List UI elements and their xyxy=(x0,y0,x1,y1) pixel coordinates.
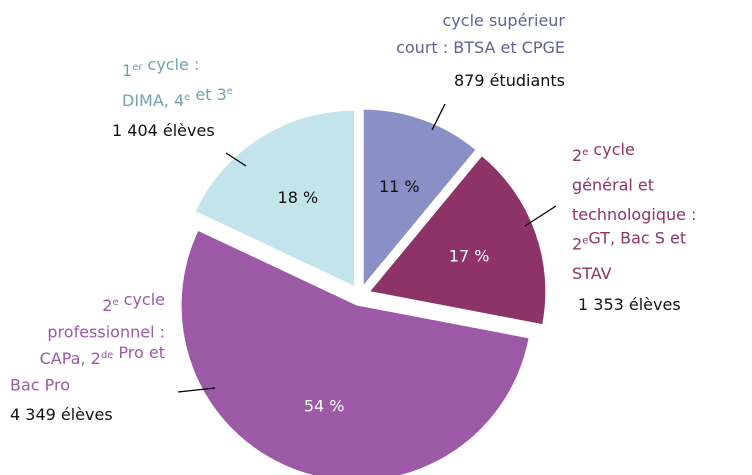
label-text: et 3 xyxy=(190,85,226,104)
label-superscript: e xyxy=(227,86,233,97)
label-line: DIMA, 4e et 3e xyxy=(122,85,233,110)
label-text: cycle xyxy=(588,140,634,159)
label-text: 2 xyxy=(572,235,582,254)
label-superscript: e xyxy=(582,147,588,158)
category-label: 2e cycle professionnel : CAPa, 2de Pro et B… xyxy=(10,290,165,395)
leader-line xyxy=(177,387,216,393)
count-label: 4 349 élèves xyxy=(10,405,113,424)
label-text: court : BTSA et CPGE xyxy=(396,38,565,57)
label-text: cycle : xyxy=(142,55,199,74)
label-superscript: e xyxy=(582,236,588,247)
label-line: 2e cycle xyxy=(102,290,165,315)
value-label: 17 % xyxy=(449,247,490,266)
label-line: 2e cycle xyxy=(572,140,635,165)
label-line: court : BTSA et CPGE xyxy=(396,38,565,57)
label-superscript: e xyxy=(184,92,190,103)
label-line: technologique : xyxy=(572,205,696,224)
label-text: Bac Pro xyxy=(10,376,70,395)
label-line: général et xyxy=(572,176,654,195)
label-text: Pro et xyxy=(113,343,165,362)
label-line: 1er cycle : xyxy=(122,55,199,80)
label-text: professionnel : xyxy=(47,323,165,342)
value-label: 11 % xyxy=(379,177,420,196)
leader-line xyxy=(431,103,446,131)
label-line: Bac Pro xyxy=(10,376,70,395)
label-line: CAPa, 2de Pro et xyxy=(40,343,165,368)
label-line: 2eGT, Bac S et xyxy=(572,229,686,254)
label-text: cycle supérieur xyxy=(443,11,566,30)
count-label: 879 étudiants xyxy=(454,71,565,90)
label-superscript: e xyxy=(112,297,118,308)
leader-line xyxy=(524,205,557,227)
label-line: STAV xyxy=(572,264,612,283)
pie-slice xyxy=(370,156,546,325)
label-text: 2 xyxy=(572,146,582,165)
category-label: 2e cycle général et technologique :2eGT, B… xyxy=(572,140,696,283)
label-text: cycle xyxy=(119,290,165,309)
pie-slice xyxy=(181,230,529,475)
value-label: 18 % xyxy=(278,188,319,207)
label-text: 2 xyxy=(102,296,112,315)
label-text: STAV xyxy=(572,264,612,283)
label-text: 1 xyxy=(122,61,132,80)
category-label: cycle supérieur court : BTSA et CPGE xyxy=(396,11,565,57)
label-text: DIMA, 4 xyxy=(122,91,184,110)
label-text: général et xyxy=(572,176,654,195)
leader-line xyxy=(225,152,247,167)
count-label: 1 353 élèves xyxy=(578,295,681,314)
value-label: 54 % xyxy=(304,396,345,415)
label-text: GT, Bac S et xyxy=(588,229,686,248)
category-label: 1er cycle : DIMA, 4e et 3e xyxy=(122,55,233,110)
label-text: CAPa, 2 xyxy=(40,349,101,368)
pie-slice xyxy=(363,109,476,285)
label-superscript: de xyxy=(101,350,114,361)
count-label: 1 404 élèves xyxy=(112,121,215,140)
label-line: professionnel : xyxy=(47,323,165,342)
label-text: technologique : xyxy=(572,205,696,224)
pie-slice xyxy=(195,110,355,286)
label-superscript: er xyxy=(132,62,143,73)
label-line: cycle supérieur xyxy=(443,11,566,30)
